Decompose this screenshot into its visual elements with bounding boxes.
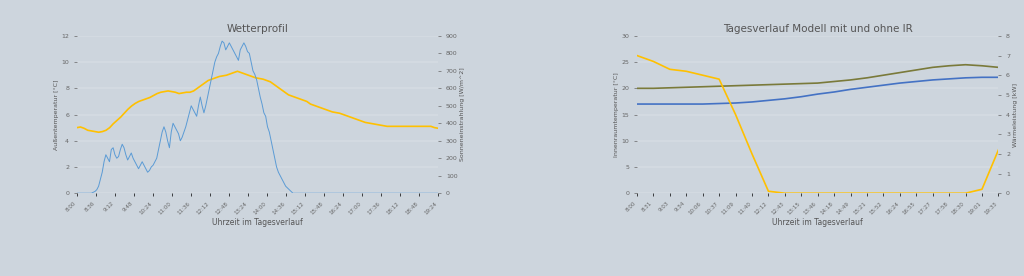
Title: Tagesverlauf Modell mit und ohne IR: Tagesverlauf Modell mit und ohne IR	[723, 24, 912, 34]
X-axis label: Uhrzeit im Tagesverlauf: Uhrzeit im Tagesverlauf	[212, 218, 303, 227]
Y-axis label: Wärmeleistung [kW]: Wärmeleistung [kW]	[1013, 83, 1018, 147]
Y-axis label: Sonneneinstrahlung [W/m^2]: Sonneneinstrahlung [W/m^2]	[461, 68, 465, 161]
Y-axis label: Außentemperatur [°C]: Außentemperatur [°C]	[53, 79, 58, 150]
X-axis label: Uhrzeit im Tagesverlauf: Uhrzeit im Tagesverlauf	[772, 218, 863, 227]
Title: Wetterprofil: Wetterprofil	[226, 24, 289, 34]
Y-axis label: Innenraumtemperatur [°C]: Innenraumtemperatur [°C]	[613, 72, 618, 157]
